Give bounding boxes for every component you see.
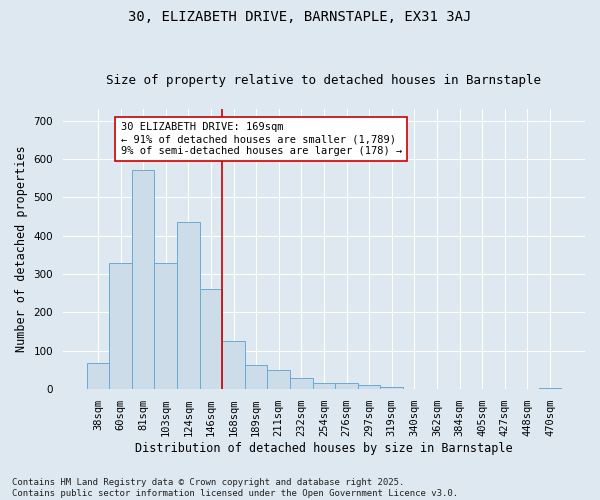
Bar bbox=[109, 262, 132, 389]
Text: Contains HM Land Registry data © Crown copyright and database right 2025.
Contai: Contains HM Land Registry data © Crown c… bbox=[12, 478, 458, 498]
Y-axis label: Number of detached properties: Number of detached properties bbox=[15, 146, 28, 352]
Bar bbox=[132, 170, 154, 389]
Bar bbox=[313, 382, 335, 389]
Bar bbox=[200, 290, 222, 389]
X-axis label: Distribution of detached houses by size in Barnstaple: Distribution of detached houses by size … bbox=[135, 442, 513, 455]
Bar bbox=[358, 386, 380, 389]
Bar bbox=[380, 387, 403, 389]
Bar bbox=[222, 341, 245, 389]
Bar bbox=[539, 388, 561, 389]
Bar bbox=[268, 370, 290, 389]
Bar bbox=[245, 366, 268, 389]
Bar bbox=[177, 222, 200, 389]
Text: 30 ELIZABETH DRIVE: 169sqm
← 91% of detached houses are smaller (1,789)
9% of se: 30 ELIZABETH DRIVE: 169sqm ← 91% of deta… bbox=[121, 122, 402, 156]
Bar bbox=[86, 363, 109, 389]
Bar bbox=[290, 378, 313, 389]
Bar bbox=[335, 384, 358, 389]
Bar bbox=[154, 262, 177, 389]
Title: Size of property relative to detached houses in Barnstaple: Size of property relative to detached ho… bbox=[106, 74, 541, 87]
Text: 30, ELIZABETH DRIVE, BARNSTAPLE, EX31 3AJ: 30, ELIZABETH DRIVE, BARNSTAPLE, EX31 3A… bbox=[128, 10, 472, 24]
